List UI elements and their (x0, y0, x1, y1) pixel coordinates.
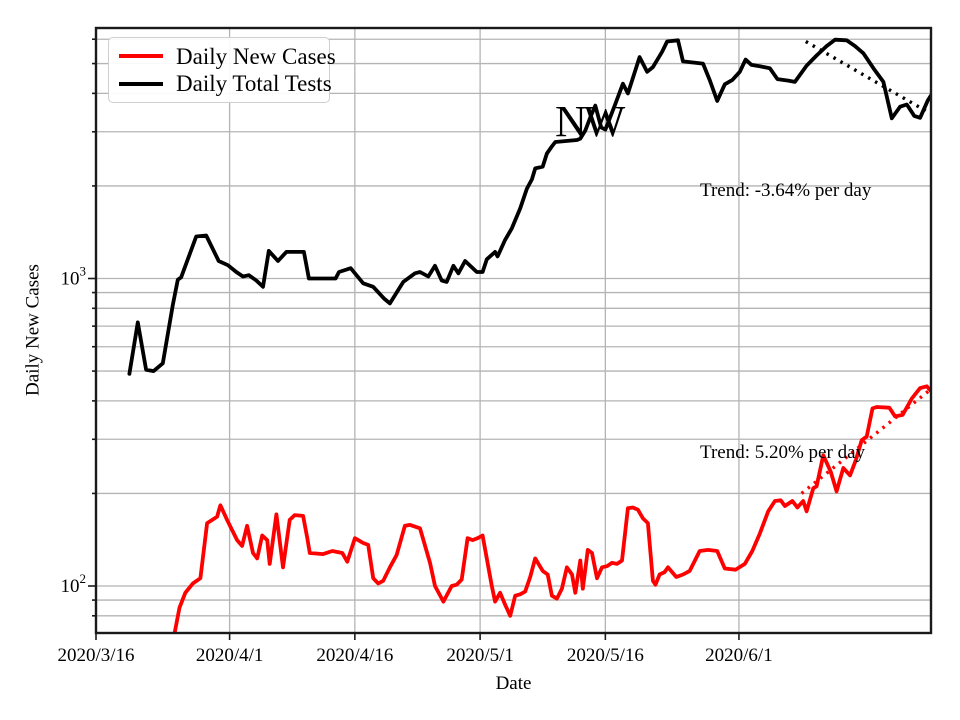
tick-marks (88, 38, 740, 640)
x-tick-label: 2020/4/1 (196, 645, 264, 666)
x-tick-label: 2020/4/16 (316, 645, 393, 666)
trend-tests-annotation: Trend: -3.64% per day (700, 180, 872, 201)
trend-cases-annotation: Trend: 5.20% per day (700, 442, 865, 463)
legend-label-daily-total-tests: Daily Total Tests (176, 71, 332, 97)
legend: Daily New Cases Daily Total Tests (108, 37, 336, 103)
x-tick-label: 2020/5/16 (567, 645, 644, 666)
x-tick-label: 2020/3/16 (57, 645, 134, 666)
legend-label-daily-new-cases: Daily New Cases (176, 43, 336, 69)
legend-swatch-daily-new-cases (119, 54, 163, 58)
legend-item-daily-new-cases: Daily New Cases (119, 45, 336, 68)
series-daily-total-tests (127, 37, 931, 376)
y-tick-label: 103 (61, 264, 87, 290)
series-daily-total-tests-trend (804, 40, 931, 116)
tick-labels: 2020/3/16 2020/4/1 2020/4/16 2020/5/1 2020/5… (57, 264, 772, 667)
axes-frame (94, 26, 933, 635)
series-daily-new-cases (172, 384, 931, 633)
series (127, 37, 931, 633)
y-axis-label: Daily New Cases (22, 264, 44, 396)
nw-annotation: NW (555, 97, 625, 146)
x-axis-label: Date (495, 673, 532, 694)
y-tick-label: 102 (61, 571, 87, 597)
legend-swatch-daily-total-tests (119, 82, 163, 86)
gridlines (96, 28, 931, 633)
x-tick-label: 2020/6/1 (705, 645, 773, 666)
legend-item-daily-total-tests: Daily Total Tests (119, 72, 332, 95)
x-tick-label: 2020/5/1 (446, 645, 514, 666)
